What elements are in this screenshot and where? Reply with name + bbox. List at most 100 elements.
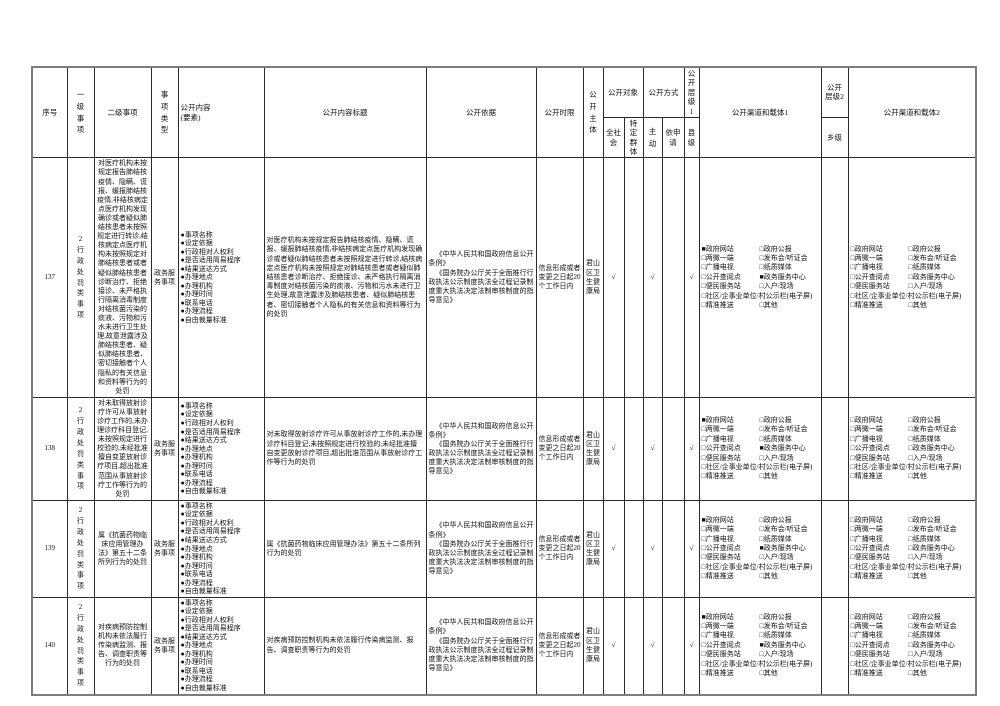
col-header-audience-label: 公开对象 [608, 87, 638, 97]
channel-option: □精准推送 [702, 669, 760, 678]
channel-option: □广播电视 [702, 631, 760, 640]
channel-option-line: □精准推送 □其他 [702, 572, 819, 581]
cell-audience-all: √ [602, 396, 625, 501]
content-element-label: 办理地点 [184, 444, 213, 453]
channel-option-line: □广播电视 □纸质媒体 [702, 263, 819, 272]
channel-option-label: 其他 [912, 301, 927, 310]
channel-option-label: 便民服务站 [854, 282, 890, 291]
cell-audience-all: √ [602, 499, 625, 598]
cell-method-active: √ [642, 596, 663, 696]
channel-option: □入户/现场 [760, 282, 819, 291]
checkbox-unchecked-icon: □ [701, 301, 706, 310]
channel-option-line: □广播电视 □纸质媒体 [851, 263, 974, 272]
bullet-icon: ● [180, 307, 185, 316]
content-element-line: ●办理时间 [181, 658, 262, 667]
channel-option-label: 发布会/听证会 [912, 525, 957, 534]
check-mark: √ [611, 273, 616, 282]
channel-option-line: □广播电视 □纸质媒体 [851, 535, 974, 544]
content-element-line: ●行政相对人权利 [181, 519, 262, 528]
bullet-icon: ● [180, 315, 185, 324]
checkbox-unchecked-icon: □ [850, 515, 855, 524]
channel-option: □政府公报 [760, 613, 819, 622]
col-header-county: 县级 [683, 116, 700, 159]
checkbox-unchecked-icon: □ [850, 572, 855, 581]
cell-title: 对疾病预防控制机构未依法履行传染病监测、报告、调查职责等行为的处罚 [263, 596, 427, 696]
channel-option: □发布会/听证会 [909, 425, 974, 434]
cell-level2: 对未取得放射诊疗许可从事放射诊疗工作的,未办理诊疗科目登记,未按照规定进行校验的… [93, 396, 152, 501]
channel-option-label: 便民服务站 [705, 453, 741, 462]
channel-option-label: 便民服务站 [854, 553, 890, 562]
channel-option: □两微一端 [851, 425, 909, 434]
checkbox-unchecked-icon: □ [908, 244, 913, 253]
channel-option: □公开查阅点 [851, 273, 909, 282]
checkbox-unchecked-icon: □ [701, 534, 706, 543]
channel-option-label: 纸质媒体 [763, 631, 792, 640]
checkbox-unchecked-icon: □ [908, 453, 913, 462]
content-element-label: 结果送达方式 [184, 535, 227, 544]
cell-audience-specific [623, 396, 644, 501]
channel-option-label: 政府公报 [763, 612, 792, 621]
channel-option-line: □两微一端 □发布会/听证会 [702, 425, 819, 434]
checkbox-unchecked-icon: □ [850, 272, 855, 281]
col-header-audience-specific-label: 特定群体 [629, 118, 638, 156]
channel-option: □两微一端 [702, 622, 760, 631]
col-header-audience: 公开对象 [602, 66, 644, 118]
checkbox-unchecked-icon: □ [701, 472, 706, 481]
channel-option: □便民服务站 [851, 650, 909, 659]
channel-option-label: 公开查阅点 [854, 272, 890, 281]
channel-option-label: 精准推送 [705, 669, 734, 678]
checkbox-unchecked-icon: □ [850, 282, 855, 291]
channel-option: ■政府网站 [702, 613, 760, 622]
bullet-icon: ● [180, 264, 185, 273]
checkbox-unchecked-icon: □ [850, 650, 855, 659]
checkbox-unchecked-icon: □ [850, 622, 855, 631]
channel-option-label: 两微一端 [705, 425, 734, 434]
channel-option-label: 政府网站 [705, 244, 734, 253]
channel-option: □便民服务站 [702, 650, 760, 659]
channel-option-line: □两微一端 □发布会/听证会 [702, 622, 819, 631]
channel-option: □其他 [760, 301, 819, 310]
checkbox-unchecked-icon: □ [850, 534, 855, 543]
channel-option-label: 广播电视 [705, 631, 734, 640]
channel-option-label: 精准推送 [854, 472, 883, 481]
channel-option-label: 发布会/听证会 [912, 254, 957, 262]
content-element-label: 办理地点 [184, 641, 213, 650]
channel-option-line: □社区/企事业单位/村公示栏(电子屏) [702, 463, 819, 472]
bullet-icon: ● [180, 649, 185, 658]
channel-option: □社区/企事业单位/村公示栏(电子屏) [851, 660, 974, 669]
channel-option-line: ■政府网站 □政府公报 [702, 245, 819, 254]
content-element-line: ●办理时间 [181, 562, 262, 571]
channel-option: □社区/企事业单位/村公示栏(电子屏) [702, 563, 819, 572]
checkbox-unchecked-icon: □ [850, 453, 855, 462]
bullet-icon: ● [180, 632, 185, 641]
cell-audience-specific [623, 499, 644, 598]
channel-option-label: 发布会/听证会 [912, 622, 957, 631]
content-element-label: 设定依据 [184, 607, 213, 616]
cell-basis: 《中华人民共和国政府信息公开条例》 《国务院办公厅关于全面推行行政执法公示制度执法… [425, 157, 537, 398]
cell-subject: 君山区卫生健康局 [582, 596, 604, 696]
check-mark: √ [611, 444, 616, 453]
channel-option-line: □社区/企事业单位/村公示栏(电子屏) [851, 463, 974, 472]
col-header-method-request: 依申请 [661, 116, 685, 159]
channel-option: □政府公报 [909, 245, 974, 254]
checkbox-unchecked-icon: □ [701, 444, 706, 453]
channel-option: □两微一端 [702, 254, 760, 263]
checkbox-unchecked-icon: □ [759, 301, 764, 310]
channel-option-label: 广播电视 [705, 263, 734, 272]
checkbox-unchecked-icon: □ [701, 453, 706, 462]
channel-option-label: 纸质媒体 [763, 263, 792, 272]
channel-option: ■政务服务中心 [760, 544, 819, 553]
channel-option: □政务服务中心 [909, 544, 974, 553]
checkbox-unchecked-icon: □ [908, 425, 913, 434]
channel-option: □便民服务站 [851, 553, 909, 562]
checkbox-unchecked-icon: □ [908, 650, 913, 659]
channel-option-label: 政务服务中心 [912, 544, 955, 553]
bullet-icon: ● [180, 230, 185, 239]
channel-option: □政府公报 [909, 516, 974, 525]
channel-option: □广播电视 [702, 535, 760, 544]
bullet-icon: ● [180, 501, 185, 510]
bullet-icon: ● [180, 401, 185, 410]
cell-channel-1: ■政府网站 □政府公报 □两微一端 □发布会/听证会 □广播电视 □纸质媒体 □公开查阅点 ■… [698, 157, 822, 398]
content-element-line: ●办理时间 [181, 290, 262, 299]
level1-vertical-text: 2行政处罚类事项 [77, 603, 84, 688]
